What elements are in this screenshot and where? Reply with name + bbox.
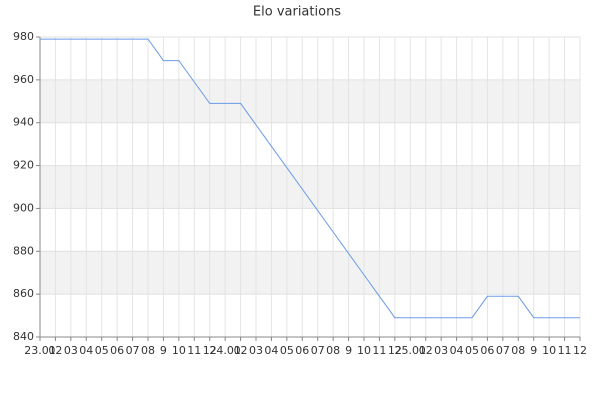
x-tick-label: 04 xyxy=(264,344,278,357)
x-tick-label: 03 xyxy=(64,344,78,357)
x-tick-label: 23.01 xyxy=(24,344,56,357)
y-tick-label: 880 xyxy=(13,244,34,257)
y-tick-label: 940 xyxy=(13,116,34,129)
x-tick-label: 11 xyxy=(558,344,572,357)
x-tick-label: 04 xyxy=(79,344,93,357)
x-tick-label: 03 xyxy=(249,344,263,357)
x-tick-label: 03 xyxy=(434,344,448,357)
x-tick-label: 11 xyxy=(372,344,386,357)
chart-title: Elo variations xyxy=(253,5,341,20)
x-tick-label: 11 xyxy=(187,344,201,357)
x-tick-label: 10 xyxy=(172,344,186,357)
line xyxy=(40,38,580,319)
x-tick-label: 24.01 xyxy=(209,344,241,357)
x-tick-label: 08 xyxy=(511,344,525,357)
y-tick-label: 980 xyxy=(13,30,34,43)
x-tick-label: 12 xyxy=(573,344,587,357)
x-tick-label: 08 xyxy=(326,344,340,357)
x-tick-label: 06 xyxy=(295,344,309,357)
x-tick-label: 10 xyxy=(357,344,371,357)
x-tick-label: 05 xyxy=(465,344,479,357)
x-tick-label: 04 xyxy=(450,344,464,357)
y-tick-label: 840 xyxy=(13,330,34,343)
plot-background xyxy=(39,36,581,338)
x-tick-label: 05 xyxy=(280,344,294,357)
x-tick-label: 10 xyxy=(542,344,556,357)
grid-band xyxy=(40,79,580,123)
x-tick-label: 06 xyxy=(480,344,494,357)
x-tick-label: 9 xyxy=(530,344,537,357)
x-tick-label: 06 xyxy=(110,344,124,357)
x-tick-label: 05 xyxy=(95,344,109,357)
x-tick-label: 25.01 xyxy=(395,344,427,357)
x-tick-label: 9 xyxy=(345,344,352,357)
x-tick-label: 9 xyxy=(160,344,167,357)
x-tick-label: 02 xyxy=(48,344,62,357)
y-tick-label: 920 xyxy=(13,159,34,172)
x-tick-label: 02 xyxy=(234,344,248,357)
grid-band xyxy=(40,251,580,295)
x-tick-label: 08 xyxy=(141,344,155,357)
y-tick-label: 900 xyxy=(13,201,34,214)
grid-band xyxy=(40,165,580,209)
y-tick-label: 960 xyxy=(13,73,34,86)
x-tick-label: 12 xyxy=(388,344,402,357)
x-tick-label: 07 xyxy=(311,344,325,357)
x-tick-label: 12 xyxy=(203,344,217,357)
x-tick-label: 02 xyxy=(419,344,433,357)
y-tick-label: 860 xyxy=(13,287,34,300)
x-tick-label: 07 xyxy=(126,344,140,357)
x-tick-label: 07 xyxy=(496,344,510,357)
